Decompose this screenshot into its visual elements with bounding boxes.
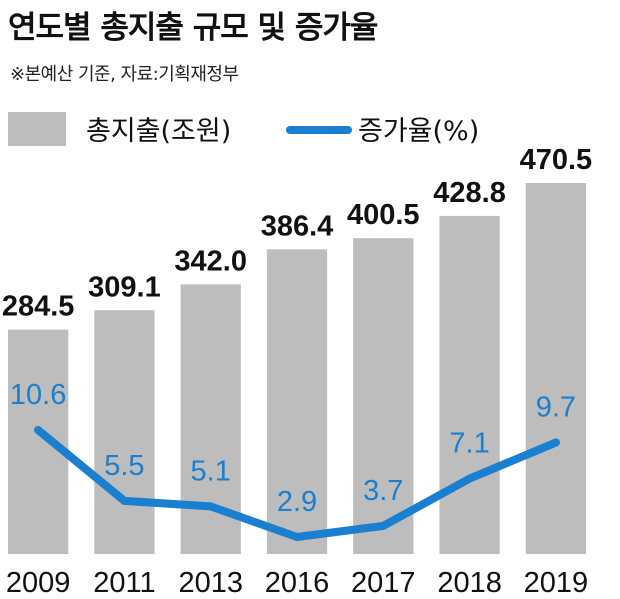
rate-point-2018 xyxy=(465,474,474,483)
x-tick-label-2018: 2018 xyxy=(437,567,502,599)
rate-value-label-2011: 5.5 xyxy=(104,450,144,482)
rate-value-label-2019: 9.7 xyxy=(536,392,576,424)
bar-2019 xyxy=(525,183,586,554)
chart-title: 연도별 총지출 규모 및 증가율 xyxy=(8,10,378,46)
chart-subtitle: ※본예산 기준, 자료:기획재정부 xyxy=(10,64,239,85)
bar-2016 xyxy=(266,249,328,555)
legend: 총지출(조원) 증가율(%) xyxy=(8,112,479,147)
bar-value-label-2019: 470.5 xyxy=(520,144,593,176)
rate-point-2011 xyxy=(120,496,129,505)
rate-point-2016 xyxy=(293,533,301,541)
x-tick-label-2009: 2009 xyxy=(6,567,71,599)
bar-value-label-2011: 309.1 xyxy=(88,271,161,303)
bar-value-label-2017: 400.5 xyxy=(347,199,420,231)
x-tick-label-2013: 2013 xyxy=(178,567,243,599)
bar-value-label-2013: 342.0 xyxy=(174,245,247,277)
bar-value-label-2018: 428.8 xyxy=(433,177,506,209)
rate-point-2009 xyxy=(34,426,43,434)
rate-value-label-2017: 3.7 xyxy=(363,475,403,507)
bar-2009 xyxy=(8,329,69,554)
x-tick-label-2017: 2017 xyxy=(351,567,416,599)
legend-bar-label: 총지출(조원) xyxy=(86,116,231,147)
bar-value-label-2016: 386.4 xyxy=(261,210,334,242)
rate-point-2017 xyxy=(379,521,388,530)
rate-value-label-2018: 7.1 xyxy=(449,428,489,460)
x-tick-label-2011: 2011 xyxy=(93,567,155,599)
labels-group: 284.5 2009 10.6 309.1 2011 5.5 342.0 2013 5.1 386… xyxy=(2,144,592,599)
bar-2018 xyxy=(439,215,500,554)
rate-point-2019 xyxy=(551,438,560,447)
x-tick-label-2019: 2019 xyxy=(524,567,589,599)
bar-value-label-2009: 284.5 xyxy=(2,291,75,323)
bar-2017 xyxy=(353,238,414,554)
legend-bar-swatch xyxy=(8,112,66,146)
bar-2011 xyxy=(94,310,155,554)
x-tick-label-2016: 2016 xyxy=(265,567,330,599)
rate-value-label-2013: 5.1 xyxy=(191,455,231,487)
rate-line-group xyxy=(34,426,560,541)
rate-value-label-2016: 2.9 xyxy=(277,486,317,518)
legend-line-label: 증가율(%) xyxy=(358,116,479,147)
rate-value-label-2009: 10.6 xyxy=(10,379,66,411)
rate-point-2013 xyxy=(206,502,215,511)
